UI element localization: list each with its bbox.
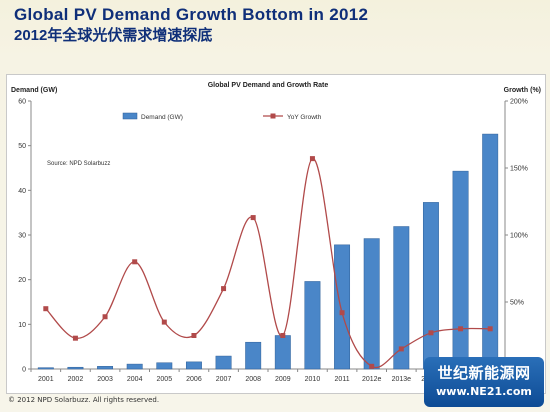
x-tick-label: 2012e xyxy=(362,376,382,383)
y-axis-left-label: Demand (GW) xyxy=(11,87,57,94)
y-right-tick-label: 150% xyxy=(510,166,528,173)
demand-bar xyxy=(185,361,202,370)
growth-point xyxy=(280,333,286,338)
growth-point xyxy=(191,333,197,338)
demand-bar xyxy=(334,244,351,370)
y-left-tick-label: 10 xyxy=(18,322,26,329)
growth-point xyxy=(102,314,108,320)
legend-bar-swatch xyxy=(122,112,138,120)
growth-point xyxy=(250,215,256,221)
x-tick-label: 2007 xyxy=(216,376,232,383)
page-title-cn: 2012年全球光伏需求增速探底 xyxy=(14,27,213,44)
page-header: Global PV Demand Growth Bottom in 2012 2… xyxy=(14,4,368,45)
chart-panel: Global PV Demand and Growth Rate Demand (… xyxy=(6,74,546,394)
growth-point xyxy=(132,259,138,265)
growth-point xyxy=(398,346,404,352)
x-tick-label: 2002 xyxy=(68,376,84,383)
copyright-text: © 2012 NPD Solarbuzz. All rights reserve… xyxy=(8,396,160,404)
watermark-line1: 世纪新能源网 xyxy=(437,364,531,382)
x-tick-label: 2008 xyxy=(245,376,261,383)
y-right-tick-label: 100% xyxy=(510,233,528,240)
chart-title: Global PV Demand and Growth Rate xyxy=(208,82,329,89)
growth-point xyxy=(43,306,49,312)
demand-bar xyxy=(393,226,410,370)
growth-point xyxy=(339,310,345,316)
growth-point xyxy=(309,156,315,162)
y-right-tick-label: 200% xyxy=(510,99,528,106)
demand-bar xyxy=(452,170,469,370)
growth-point xyxy=(221,286,227,292)
growth-point xyxy=(458,326,464,332)
legend-line-label: YoY Growth xyxy=(287,114,322,121)
x-tick-label: 2004 xyxy=(127,376,143,383)
demand-bar xyxy=(126,363,143,370)
x-tick-label: 2001 xyxy=(38,376,54,383)
growth-point xyxy=(487,326,493,332)
y-left-tick-label: 30 xyxy=(18,233,26,240)
watermark-logo: 世纪新能源网 www.NE21.com xyxy=(424,357,544,407)
demand-bar xyxy=(363,238,380,370)
y-left-tick-label: 60 xyxy=(18,99,26,106)
legend-bar-label: Demand (GW) xyxy=(141,114,183,121)
page-title-en: Global PV Demand Growth Bottom in 2012 xyxy=(14,5,369,24)
demand-bar xyxy=(97,366,114,370)
demand-bar xyxy=(422,202,439,370)
growth-point xyxy=(369,363,375,369)
demand-bar xyxy=(67,366,84,370)
y-left-tick-label: 0 xyxy=(22,367,26,374)
x-tick-label: 2013e xyxy=(392,376,412,383)
demand-bar xyxy=(37,367,54,370)
y-axis-right-label: Growth (%) xyxy=(504,87,541,94)
x-tick-label: 2003 xyxy=(97,376,113,383)
growth-point xyxy=(161,319,167,325)
y-right-tick-label: 50% xyxy=(510,300,524,307)
x-tick-label: 2005 xyxy=(157,376,173,383)
y-left-tick-label: 40 xyxy=(18,188,26,195)
watermark-line2: www.NE21.com xyxy=(436,385,532,398)
source-note: Source: NPD Solarbuzz xyxy=(47,161,110,167)
demand-bar xyxy=(245,341,262,370)
demand-bar xyxy=(274,335,291,370)
demand-bar xyxy=(304,281,321,370)
growth-point xyxy=(428,330,434,336)
x-tick-label: 2011 xyxy=(335,376,350,383)
growth-point xyxy=(72,335,78,341)
x-tick-label: 2010 xyxy=(305,376,321,383)
demand-bar xyxy=(156,362,173,370)
y-left-tick-label: 20 xyxy=(18,277,26,284)
demand-bar xyxy=(482,133,499,370)
chart-canvas: Global PV Demand and Growth Rate Demand (… xyxy=(11,82,541,383)
x-tick-label: 2006 xyxy=(186,376,202,383)
x-tick-label: 2009 xyxy=(275,376,291,383)
y-left-tick-label: 50 xyxy=(18,143,26,150)
legend-line-marker xyxy=(270,113,276,119)
demand-bar xyxy=(215,355,232,370)
